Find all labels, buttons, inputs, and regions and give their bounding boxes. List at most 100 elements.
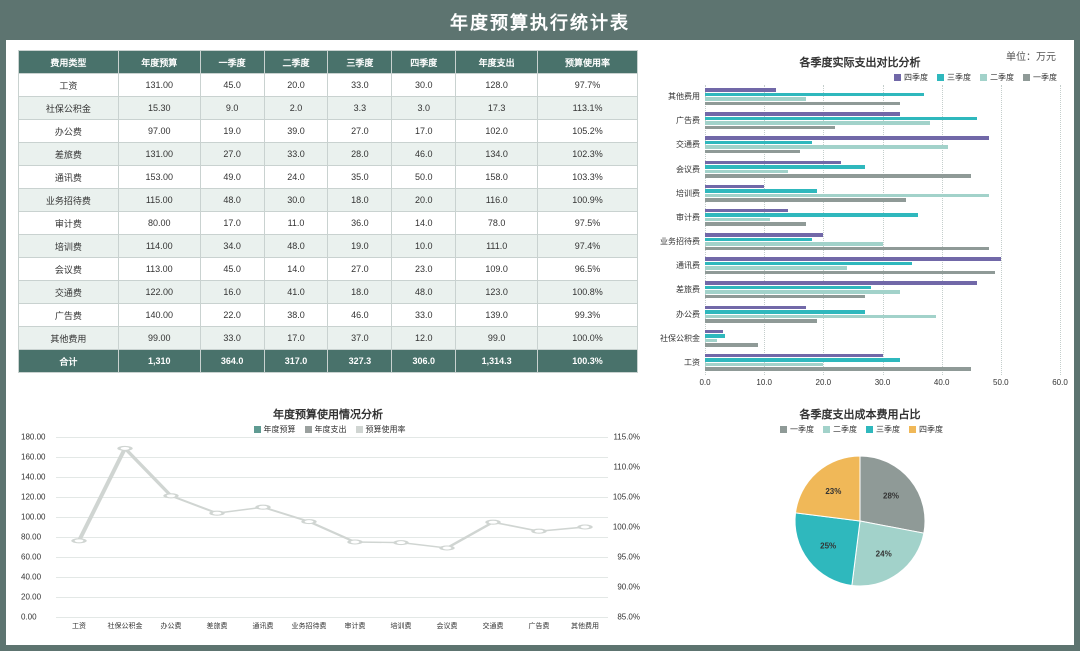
table-cell: 交通费 [19,281,119,304]
legend-item: 年度支出 [302,425,347,434]
hbar-category-label: 其他费用 [650,91,700,102]
axis-label: 10.0 [756,378,772,387]
gridline [56,617,608,618]
hbar-segment [705,271,995,275]
table-cell: 社保公积金 [19,97,119,120]
hbar-segment [705,286,871,290]
table-cell: 45.0 [200,74,264,97]
table-cell: 19.0 [328,235,392,258]
axis-label: 120.00 [21,493,45,502]
hbar-segment [705,367,971,371]
hbar-segment [705,242,883,246]
hbar-row: 培训费 [705,182,1060,206]
hbar-row: 会议费 [705,158,1060,182]
table-total-cell: 327.3 [328,350,392,373]
table-cell: 9.0 [200,97,264,120]
table-header: 二季度 [264,51,328,74]
hbar-row: 交通费 [705,133,1060,157]
table-cell: 99.3% [538,304,638,327]
hbar-segment [705,310,865,314]
table-cell: 34.0 [200,235,264,258]
hbar-segment [705,343,758,347]
table-cell: 109.0 [456,258,538,281]
table-cell: 48.0 [200,189,264,212]
table-cell: 134.0 [456,143,538,166]
table-cell: 100.0% [538,327,638,350]
table-cell: 27.0 [328,258,392,281]
axis-label: 95.0% [617,553,640,562]
hbar-category-label: 办公费 [650,309,700,320]
table-cell: 99.00 [118,327,200,350]
table-cell: 48.0 [392,281,456,304]
table-header: 年度支出 [456,51,538,74]
axis-label: 60.00 [21,553,41,562]
table-cell: 通讯费 [19,166,119,189]
hbar-segment [705,93,924,97]
table-cell: 其他费用 [19,327,119,350]
table-cell: 10.0 [392,235,456,258]
table-cell: 会议费 [19,258,119,281]
hbar-segment [705,281,977,285]
table-cell: 审计费 [19,212,119,235]
hbar-segment [705,165,865,169]
pie-label: 23% [825,487,841,496]
hbar-segment [705,102,900,106]
pie-label: 25% [820,542,836,551]
hbar-row: 工资 [705,351,1060,375]
hbar-category-label: 社保公积金 [650,333,700,344]
table-cell: 113.00 [118,258,200,281]
table-total-cell: 合计 [19,350,119,373]
axis-label: 0.0 [699,378,710,387]
axis-label: 85.0% [617,613,640,622]
table-cell: 14.0 [264,258,328,281]
budget-table-wrap: 费用类型年度预算一季度二季度三季度四季度年度支出预算使用率 工资131.0045… [18,50,638,400]
table-cell: 33.0 [200,327,264,350]
table-header: 年度预算 [118,51,200,74]
axis-label: 90.0% [617,583,640,592]
table-cell: 100.8% [538,281,638,304]
table-cell: 18.0 [328,281,392,304]
table-row: 工资131.0045.020.033.030.0128.097.7% [19,74,638,97]
gridline [1060,85,1061,375]
table-cell: 41.0 [264,281,328,304]
axis-label: 60.0 [1052,378,1068,387]
hbar-title: 各季度实际支出对比分析 [650,54,1070,70]
hbar-segment [705,209,788,213]
axis-label: 业务招待费 [286,621,332,631]
legend-item: 四季度 [891,73,928,82]
axis-label: 会议费 [424,621,470,631]
table-cell: 办公费 [19,120,119,143]
table-row: 社保公积金15.309.02.03.33.017.3113.1% [19,97,638,120]
legend-item: 三季度 [863,425,900,434]
axis-label: 工资 [56,621,102,631]
table-cell: 17.0 [264,327,328,350]
hbar-row: 社保公积金 [705,327,1060,351]
table-cell: 35.0 [328,166,392,189]
hbar-segment [705,161,841,165]
table-cell: 20.0 [392,189,456,212]
axis-label: 100.0% [613,523,640,532]
hbar-segment [705,189,817,193]
table-header: 三季度 [328,51,392,74]
hbar-segment [705,170,788,174]
hbar-segment [705,88,776,92]
table-total-cell: 317.0 [264,350,328,373]
table-row: 差旅费131.0027.033.028.046.0134.0102.3% [19,143,638,166]
table-cell: 22.0 [200,304,264,327]
table-cell: 33.0 [328,74,392,97]
hbar-segment [705,121,930,125]
axis-label: 50.0 [993,378,1009,387]
table-total-cell: 100.3% [538,350,638,373]
hbar-segment [705,233,823,237]
legend-item: 一季度 [1020,73,1057,82]
table-cell: 78.0 [456,212,538,235]
table-cell: 48.0 [264,235,328,258]
table-total-cell: 306.0 [392,350,456,373]
legend-item: 年度预算 [251,425,296,434]
hbar-category-label: 差旅费 [650,284,700,295]
table-cell: 24.0 [264,166,328,189]
table-cell: 38.0 [264,304,328,327]
table-cell: 12.0 [392,327,456,350]
table-cell: 17.0 [200,212,264,235]
pie-label: 28% [883,491,899,500]
